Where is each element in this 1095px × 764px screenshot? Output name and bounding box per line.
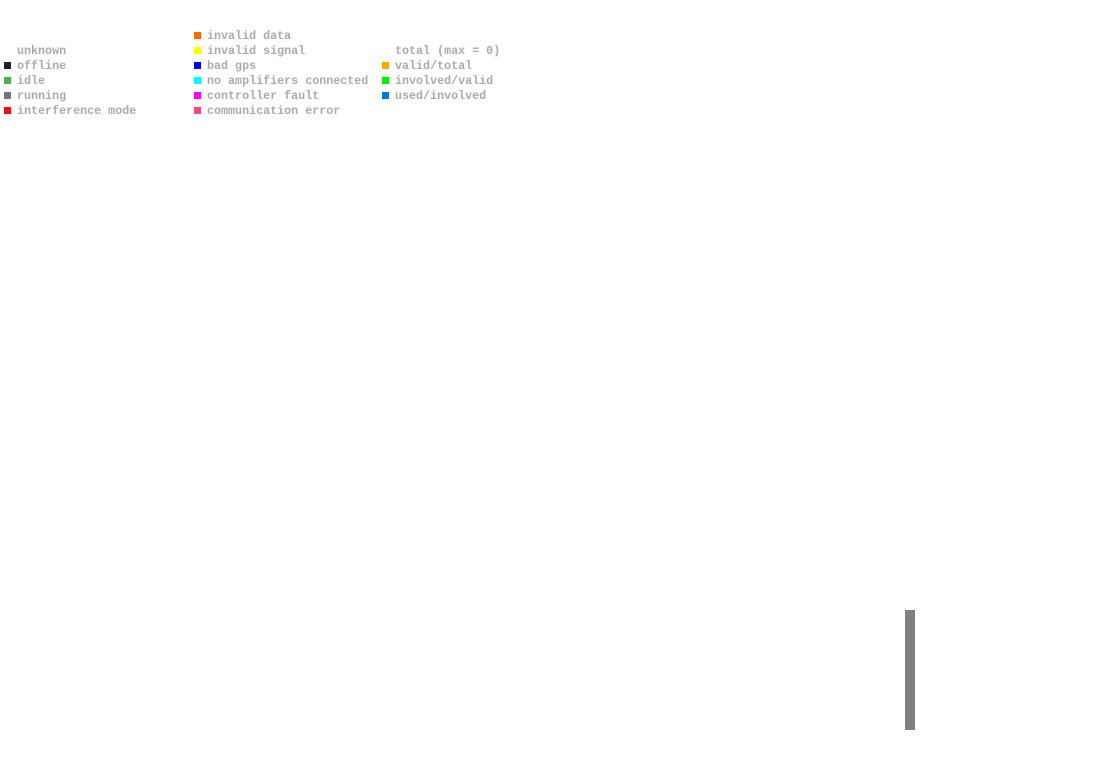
legend-swatch <box>4 77 11 84</box>
legend-label: interference mode <box>17 103 137 118</box>
legend-label: communication error <box>207 103 341 118</box>
legend-swatch <box>194 77 201 84</box>
legend-swatch <box>382 77 389 84</box>
legend-label: no amplifiers connected <box>207 73 369 88</box>
legend-swatch <box>194 47 201 54</box>
legend-label: offline <box>17 58 67 73</box>
legend-swatch <box>382 62 389 69</box>
legend-swatch <box>194 107 201 114</box>
legend-label: idle <box>17 73 46 88</box>
legend-label: invalid signal <box>207 43 306 58</box>
legend-label: controller fault <box>207 88 320 103</box>
legend-label: used/involved <box>395 88 487 103</box>
legend-swatch <box>194 92 201 99</box>
scroll-indicator <box>905 610 915 730</box>
legend-label: bad gps <box>207 58 257 73</box>
legend-swatch <box>4 92 11 99</box>
legend-swatch <box>4 107 11 114</box>
legend-label: total (max = 0) <box>395 43 501 58</box>
legend-label: valid/total <box>395 58 473 73</box>
legend-swatch <box>382 92 389 99</box>
legend-label: running <box>17 88 67 103</box>
legend-swatch <box>194 32 201 39</box>
legend-label: unknown <box>17 43 67 58</box>
legend-label: involved/valid <box>395 73 494 88</box>
legend-swatch <box>4 62 11 69</box>
legend-label: invalid data <box>207 28 292 43</box>
legend-swatch <box>194 62 201 69</box>
